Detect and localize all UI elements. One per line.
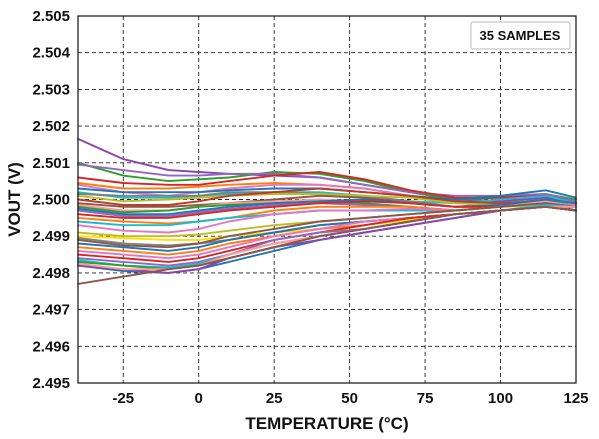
y-tick-label: 2.501 [32,155,70,172]
y-axis-title: VOUT (V) [5,162,24,237]
series-line-35 [77,205,577,285]
y-tick-label: 2.504 [32,45,70,62]
series-line-15 [77,198,577,216]
y-tick-label: 2.498 [32,265,70,282]
legend-label: 35 SAMPLES [480,28,561,43]
y-tick-label: 2.503 [32,81,70,98]
series-line-4 [77,171,577,205]
x-axis-title: TEMPERATURE (°C) [245,414,408,433]
y-tick-label: 2.495 [32,375,70,392]
x-tick-label: 25 [266,390,283,407]
plot-frame [77,15,577,384]
x-tick-label: 75 [417,390,434,407]
y-tick-label: 2.500 [32,192,70,209]
x-tick-label: 0 [195,390,203,407]
series-line-11 [77,187,577,208]
x-tick-label: 50 [341,390,358,407]
legend: 35 SAMPLES [470,21,571,50]
y-tick-label: 2.496 [32,338,70,355]
series-line-24 [77,202,577,249]
y-tick-label: 2.497 [32,302,70,319]
series-line-8 [77,191,577,205]
x-tick-label: 100 [488,390,513,407]
y-tick-label: 2.505 [32,8,70,25]
series-group [77,137,577,285]
legend-box [470,21,571,50]
x-tick-label: -25 [112,390,134,407]
y-tick-label: 2.502 [32,118,70,135]
y-tick-label: 2.499 [32,228,70,245]
x-tick-label: 125 [563,390,588,407]
y-tick-labels: 2.495 2.496 2.497 2.498 2.499 2.500 2.501 2.502… [32,8,70,392]
x-tick-labels: -25 0 25 50 75 100 125 [112,390,588,407]
